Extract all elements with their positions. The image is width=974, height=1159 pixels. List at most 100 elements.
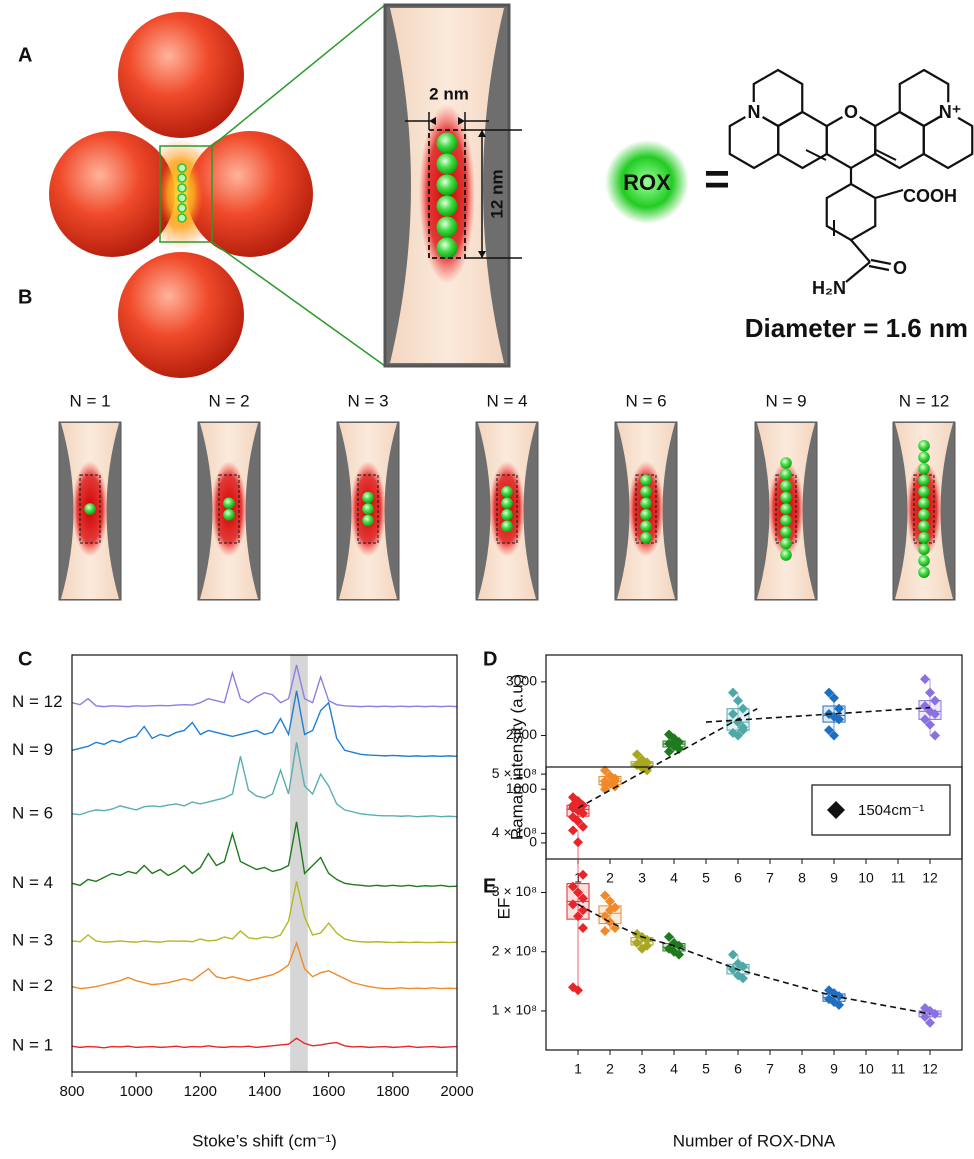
- x-tick-label: 2000: [440, 1083, 473, 1100]
- molecule: [362, 503, 374, 515]
- molecule: [437, 154, 458, 175]
- molecule: [918, 520, 930, 532]
- fit-line: [578, 709, 757, 808]
- molecule: [918, 566, 930, 578]
- molecule: [918, 543, 930, 555]
- molecule: [437, 133, 458, 154]
- equals-sign: =: [704, 155, 730, 204]
- molecule: [918, 463, 930, 475]
- x-tick-label: 1800: [376, 1083, 409, 1100]
- x-tick-label: 8: [798, 870, 806, 886]
- x-tick-label: 5: [702, 1061, 710, 1077]
- x-tick-label: 9: [830, 1061, 838, 1077]
- panel-label: D: [483, 648, 497, 670]
- y-tick-label: 3 × 10⁸: [492, 883, 537, 899]
- gold-sphere: [49, 131, 175, 257]
- x-tick-label: 10: [858, 870, 874, 886]
- data-point: [568, 825, 578, 835]
- molecule: [918, 555, 930, 567]
- data-point: [930, 731, 940, 741]
- spectrum: [72, 822, 457, 887]
- x-tick-label: 1600: [312, 1083, 345, 1100]
- data-point: [600, 926, 610, 936]
- molecule: [437, 196, 458, 217]
- y-axis-label: EF: [494, 898, 513, 920]
- molecule: [918, 532, 930, 544]
- data-point: [920, 674, 930, 684]
- y-tick-label: 4 × 10⁸: [492, 824, 537, 840]
- x-tick-label: 4: [670, 1061, 678, 1077]
- molecule: [640, 509, 652, 521]
- molecule: [780, 480, 792, 492]
- molecule-dot: [178, 184, 186, 192]
- molecule: [362, 515, 374, 527]
- x-tick-label: 1000: [119, 1083, 152, 1100]
- series-label: N = 1: [12, 1036, 53, 1055]
- atom-label: N: [748, 102, 761, 122]
- x-tick-label: 800: [59, 1083, 84, 1100]
- atom-label: N⁺: [939, 102, 962, 122]
- data-point: [925, 688, 935, 698]
- molecule: [918, 486, 930, 498]
- x-tick-label: 11: [891, 870, 906, 886]
- x-axis-label: Stoke’s shift (cm⁻¹): [192, 1131, 337, 1150]
- y-axis-label: Raman intensity (a.u.): [507, 674, 526, 840]
- molecule: [223, 509, 235, 521]
- x-tick-label: 8: [798, 1061, 806, 1077]
- x-tick-label: 3: [638, 870, 646, 886]
- gap-label: N = 9: [765, 391, 806, 410]
- x-tick-label: 6: [734, 1061, 742, 1077]
- diameter: Diameter = 1.6 nm: [745, 313, 968, 343]
- gold-sphere: [118, 12, 244, 138]
- molecule: [640, 497, 652, 509]
- molecule: [918, 451, 930, 463]
- gap-label: N = 3: [347, 391, 388, 410]
- x-tick-label: 3: [638, 1061, 646, 1077]
- gap-label: N = 4: [486, 391, 527, 410]
- spectrum: [72, 742, 457, 816]
- gap-label: N = 1: [69, 391, 110, 410]
- bond: [871, 260, 891, 264]
- data-point: [573, 837, 583, 847]
- atom-label: H₂N: [812, 278, 846, 298]
- panel-label: A: [18, 44, 32, 66]
- molecule: [362, 492, 374, 504]
- x-tick-label: 10: [858, 1061, 874, 1077]
- page: ABCDE2 nm12 nmROX=NON⁺COOHOH₂NDiameter =…: [0, 0, 974, 1159]
- spectrum: [72, 1038, 457, 1048]
- x-tick-label: 1400: [248, 1083, 281, 1100]
- x-tick-label: 12: [922, 1061, 938, 1077]
- molecule: [780, 469, 792, 481]
- x-tick-label: 7: [766, 1061, 774, 1077]
- data-point: [733, 696, 743, 706]
- data-point: [728, 950, 738, 960]
- x-tick-label: 4: [670, 870, 678, 886]
- bond: [851, 240, 870, 262]
- y-tick-label: 1 × 10⁸: [492, 1002, 537, 1018]
- molecule: [780, 526, 792, 538]
- spectrum: [72, 691, 457, 757]
- molecule: [501, 497, 513, 509]
- series-label: N = 4: [12, 873, 53, 892]
- x-tick-label: 7: [766, 870, 774, 886]
- series-label: N = 3: [12, 930, 53, 949]
- bond: [875, 190, 903, 198]
- x-tick-label: 6: [734, 870, 742, 886]
- series-label: N = 9: [12, 740, 53, 759]
- legend-label: 1504cm⁻¹: [858, 802, 924, 819]
- gap-width: 2 nm: [429, 84, 469, 103]
- spectrum: [72, 943, 457, 989]
- molecule: [640, 486, 652, 498]
- gap-label: N = 2: [208, 391, 249, 410]
- molecule: [640, 474, 652, 486]
- x-tick-label: 1: [574, 1061, 582, 1077]
- molecule: [780, 503, 792, 515]
- molecule: [640, 520, 652, 532]
- molecule: [918, 497, 930, 509]
- atom-label: COOH: [903, 186, 957, 206]
- atom-label: O: [844, 102, 858, 122]
- molecule: [918, 474, 930, 486]
- molecule: [780, 492, 792, 504]
- molecule: [437, 217, 458, 238]
- molecule: [501, 520, 513, 532]
